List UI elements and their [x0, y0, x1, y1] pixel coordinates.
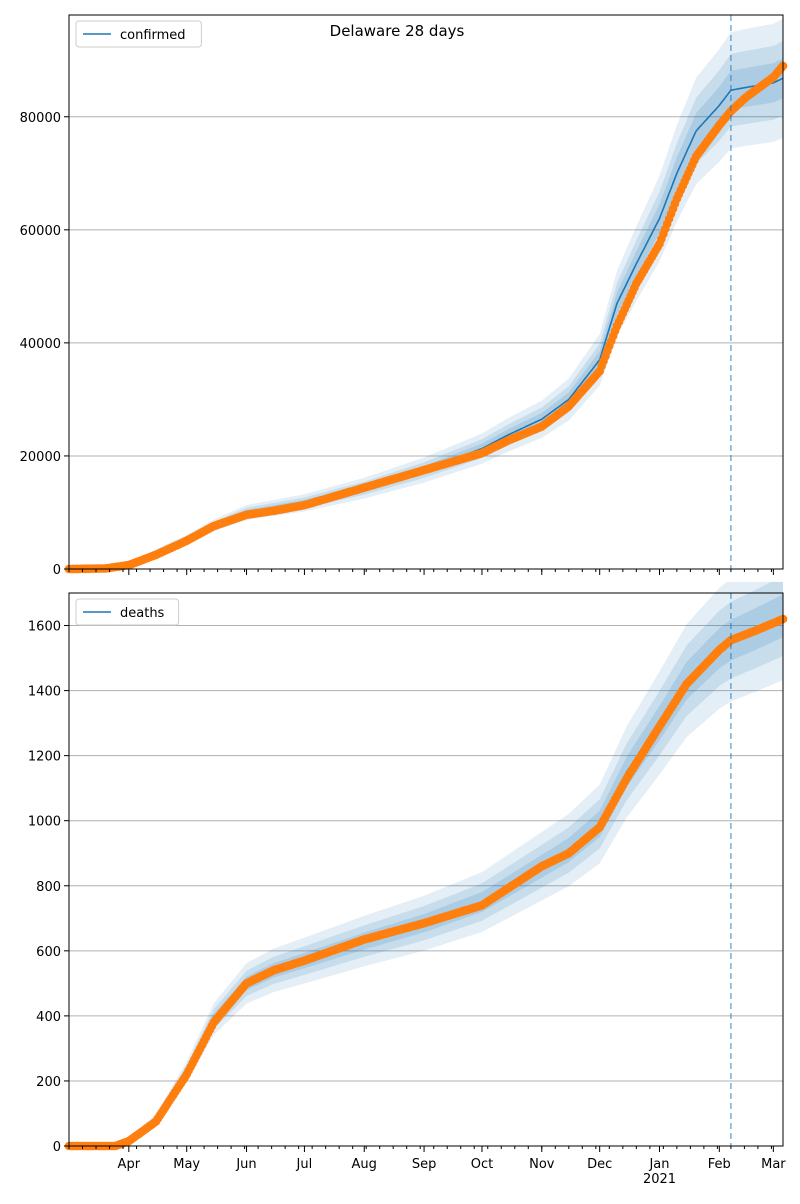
x-tick-label: Nov	[529, 1157, 555, 1172]
y-tick-label: 1400	[28, 685, 61, 700]
x-tick-label: Feb	[708, 1157, 731, 1172]
y-tick-label: 80000	[20, 111, 61, 126]
uncertainty-band	[69, 594, 783, 1146]
figure-title: Delaware 28 days	[330, 22, 465, 40]
y-tick-label: 40000	[20, 337, 61, 352]
legend: confirmed	[75, 20, 202, 48]
y-tick-label: 1600	[28, 620, 61, 635]
y-tick-label: 600	[36, 945, 61, 960]
y-tick-label: 800	[36, 880, 61, 895]
y-tick-label: 1200	[28, 750, 61, 765]
x-tick-label: Oct	[471, 1157, 493, 1172]
legend-box	[75, 20, 202, 48]
chart-panel-deaths: 0 200 400 600 800 1000 1200 1400 1600 Apr May Jun Ju…	[28, 581, 788, 1187]
x-tick-label: Sep	[412, 1157, 437, 1172]
x-tick-label: Aug	[352, 1157, 377, 1172]
x-tick-label: Mar	[761, 1157, 786, 1172]
axes-frame	[68, 592, 784, 1147]
legend-box	[75, 598, 180, 626]
y-tick-label: 60000	[20, 224, 61, 239]
uncertainty-band	[69, 41, 783, 570]
legend: deaths	[75, 598, 180, 626]
legend-label: deaths	[120, 606, 165, 621]
y-tick-label: 20000	[20, 450, 61, 465]
x-tick-label: Apr	[118, 1157, 141, 1172]
x-tick-label: Jun	[235, 1157, 256, 1172]
x-tick-label: Jan	[648, 1157, 669, 1172]
legend-label: confirmed	[120, 28, 186, 43]
x-tick-label: May	[173, 1157, 200, 1172]
x-year-label: 2021	[643, 1172, 676, 1187]
uncertainty-band	[69, 581, 783, 1146]
y-tick-label: 0	[53, 563, 61, 578]
axes-frame	[68, 14, 784, 570]
y-tick-label: 0	[53, 1140, 61, 1155]
y-tick-label: 400	[36, 1010, 61, 1025]
uncertainty-band	[69, 581, 783, 1146]
x-tick-label: Dec	[587, 1157, 612, 1172]
x-tick-label: Jul	[296, 1157, 313, 1172]
chart-panel-confirmed: 0 20000 40000 60000 80000 confirmed	[20, 14, 788, 578]
y-tick-label: 1000	[28, 815, 61, 830]
uncertainty-band	[69, 18, 783, 570]
y-tick-label: 200	[36, 1075, 61, 1090]
